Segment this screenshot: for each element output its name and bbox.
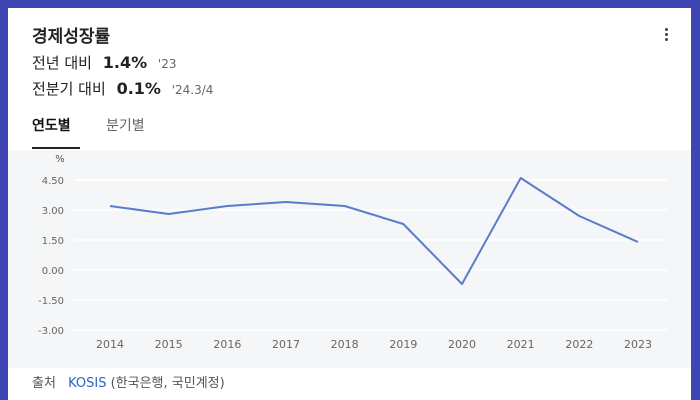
growth-line-chart: % 4.50 3.00 1.50 0.00 -1.50 -3.00 2014 2015 2016 2…	[38, 154, 668, 351]
y-tick-label: 4.50	[42, 176, 64, 187]
active-tab-indicator	[32, 147, 80, 149]
source-link-kosis[interactable]: KOSIS	[68, 376, 107, 391]
x-tick-label: 2015	[155, 338, 183, 351]
card-title: 경제성장률	[32, 27, 111, 47]
x-tick-label: 2020	[448, 338, 476, 351]
y-tick-label: 1.50	[42, 236, 64, 247]
y-tick-label: -3.00	[38, 326, 64, 337]
growth-rate-card: 경제성장률 전년 대비 1.4% '23 전분기 대비 0.1% '24.3/4…	[8, 8, 691, 400]
chart-area: % 4.50 3.00 1.50 0.00 -1.50 -3.00 2014 2015 2016 2…	[8, 150, 691, 368]
stat-yoy-label: 전년 대비	[32, 54, 92, 72]
x-tick-label: 2021	[507, 338, 535, 351]
y-tick-label: 0.00	[42, 266, 64, 277]
x-tick-label: 2023	[624, 338, 652, 351]
stat-yoy-value: 1.4%	[102, 53, 148, 72]
y-tick-label: -1.50	[38, 296, 64, 307]
source-line: 출처 KOSIS (한국은행, 국민계정)	[32, 372, 225, 391]
y-tick-label: 3.00	[42, 206, 64, 217]
source-prefix: 출처	[32, 376, 56, 391]
tab-yearly[interactable]: 연도별	[32, 118, 71, 134]
y-axis-unit-label: %	[55, 154, 65, 165]
x-tick-label: 2016	[213, 338, 241, 351]
x-tick-label: 2014	[96, 338, 124, 351]
stat-yoy-period: '23	[157, 57, 177, 71]
stat-yoy: 전년 대비 1.4% '23	[32, 52, 176, 73]
stat-qoq-value: 0.1%	[116, 79, 161, 98]
stat-qoq: 전분기 대비 0.1% '24.3/4	[32, 78, 213, 99]
x-tick-label: 2019	[389, 338, 417, 351]
x-tick-label: 2018	[331, 338, 359, 351]
x-tick-label: 2017	[272, 338, 300, 351]
more-options-icon[interactable]	[665, 28, 669, 42]
series-line	[109, 177, 639, 285]
source-detail: (한국은행, 국민계정)	[110, 376, 225, 391]
stat-qoq-period: '24.3/4	[171, 83, 214, 97]
stat-qoq-label: 전분기 대비	[32, 80, 106, 98]
x-tick-label: 2022	[565, 338, 593, 351]
tab-quarterly[interactable]: 분기별	[106, 118, 145, 134]
